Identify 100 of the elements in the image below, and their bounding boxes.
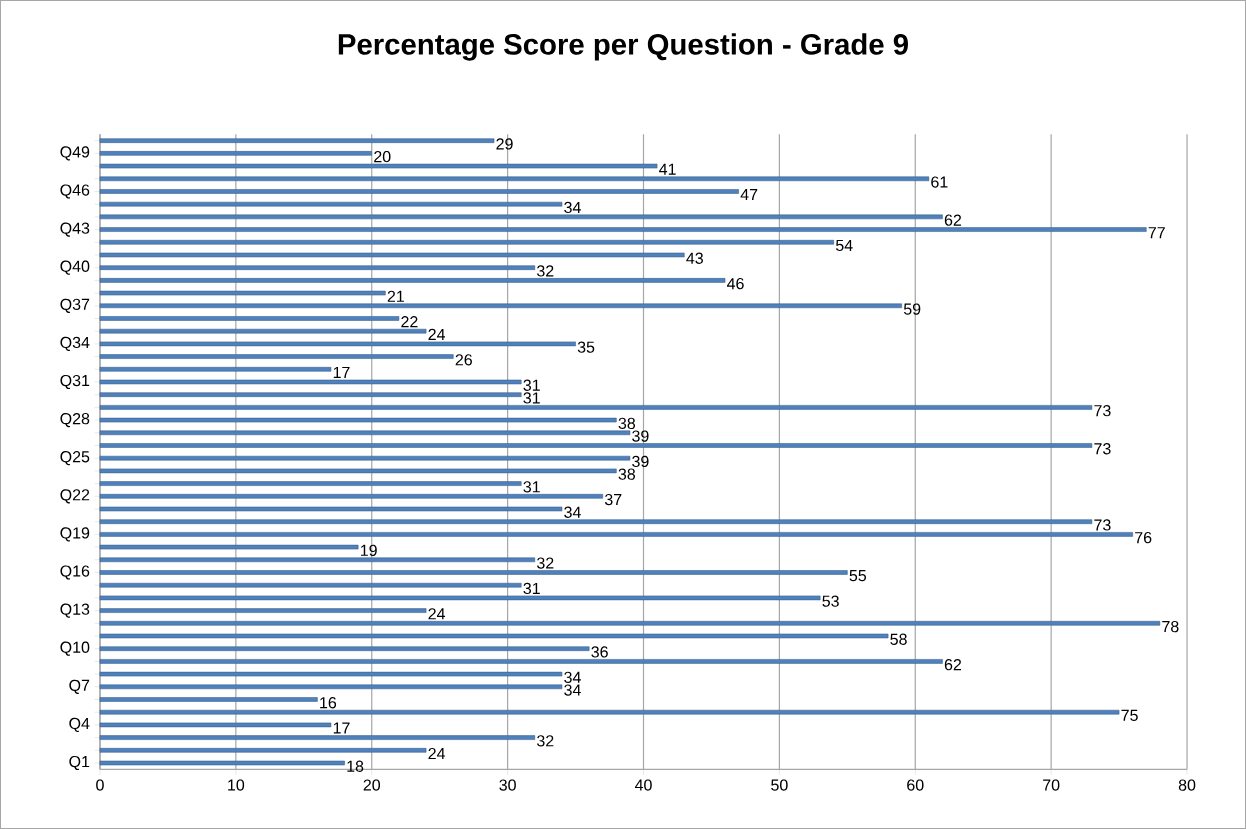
y-tick-label: Q16 <box>60 565 90 580</box>
bar <box>99 557 536 563</box>
data-label: 75 <box>1121 709 1138 721</box>
data-label: 39 <box>632 430 649 442</box>
data-label: 73 <box>1094 405 1111 417</box>
data-label: 37 <box>604 493 622 506</box>
data-label: 34 <box>564 684 581 696</box>
bar <box>99 722 332 728</box>
bar <box>99 201 563 207</box>
data-label: 31 <box>523 582 540 595</box>
bar <box>99 341 576 347</box>
data-label: 58 <box>890 633 907 645</box>
y-tick-label: Q40 <box>60 260 90 275</box>
bar <box>99 240 835 245</box>
x-tick-label: 70 <box>1043 779 1060 791</box>
bar <box>99 252 685 258</box>
data-label: 32 <box>537 265 554 277</box>
data-label: 39 <box>632 455 649 468</box>
y-tick-label: Q25 <box>60 451 90 466</box>
y-tick-label: Q34 <box>60 336 90 351</box>
bar <box>99 227 1147 232</box>
bar <box>99 646 590 651</box>
data-label: 53 <box>822 595 839 607</box>
bar <box>99 278 726 283</box>
bar <box>99 697 318 702</box>
data-label: 31 <box>523 481 540 493</box>
bar <box>99 659 943 664</box>
bar <box>99 671 563 677</box>
data-label: 16 <box>320 697 337 709</box>
data-label: 17 <box>333 722 350 734</box>
y-tick-label: Q31 <box>60 374 90 390</box>
bar <box>99 735 536 740</box>
bar <box>99 582 522 588</box>
bar <box>99 265 536 270</box>
data-label: 29 <box>496 138 513 150</box>
bar <box>99 570 848 575</box>
y-tick-label: Q46 <box>60 184 90 199</box>
data-label: 78 <box>1162 620 1179 633</box>
bar <box>99 405 1093 410</box>
data-label: 32 <box>537 557 554 569</box>
bar <box>99 367 332 372</box>
x-tick-label: 50 <box>771 779 788 791</box>
data-label: 18 <box>347 760 364 772</box>
y-tick-label: Q13 <box>60 603 90 618</box>
data-label: 76 <box>1135 532 1152 544</box>
x-tick-label: 30 <box>499 779 516 791</box>
data-label: 43 <box>686 252 703 264</box>
data-label: 54 <box>835 239 853 252</box>
bar <box>99 760 345 766</box>
bar <box>99 608 427 613</box>
y-tick-label: Q28 <box>60 413 90 428</box>
x-tick-label: 40 <box>634 779 652 791</box>
data-label: 19 <box>360 544 377 557</box>
data-label: 73 <box>1094 519 1111 531</box>
chart-title: Percentage Score per Question - Grade 9 <box>338 33 908 61</box>
bar <box>99 595 821 601</box>
y-tick-label: Q7 <box>69 679 90 694</box>
bar <box>99 354 454 359</box>
data-label: 62 <box>944 659 962 671</box>
data-label: 38 <box>618 417 636 430</box>
data-label: 26 <box>455 354 472 366</box>
data-label: 62 <box>944 214 962 226</box>
bar <box>99 138 495 143</box>
data-label: 20 <box>374 150 391 163</box>
x-tick-label: 0 <box>96 779 104 791</box>
bar <box>99 621 1161 626</box>
y-tick-label: Q37 <box>60 298 90 313</box>
bar <box>99 748 427 753</box>
data-label: 34 <box>564 201 581 214</box>
data-label: 36 <box>591 646 608 658</box>
bar <box>99 176 930 182</box>
y-tick-label: Q10 <box>60 641 90 656</box>
data-label: 47 <box>740 189 758 201</box>
data-label: 22 <box>401 316 418 328</box>
bar <box>99 455 631 461</box>
y-tick-label: Q1 <box>69 755 90 771</box>
data-label: 34 <box>564 671 581 684</box>
data-label: 59 <box>903 303 921 315</box>
x-tick-label: 20 <box>363 779 381 791</box>
bar <box>99 506 563 512</box>
data-label: 41 <box>659 163 676 175</box>
data-label: 55 <box>849 570 867 582</box>
bar <box>99 328 427 334</box>
data-label: 24 <box>428 608 446 620</box>
bar <box>99 214 943 220</box>
y-tick-label: Q19 <box>60 527 90 542</box>
bar <box>99 151 373 156</box>
data-label: 35 <box>577 341 595 353</box>
data-label: 34 <box>564 506 581 518</box>
bar <box>99 316 400 321</box>
bar <box>99 468 617 474</box>
data-label: 24 <box>428 328 446 340</box>
y-tick-label: Q22 <box>60 489 90 504</box>
data-label: 46 <box>727 278 744 290</box>
bar <box>99 290 386 296</box>
y-tick-label: Q4 <box>69 717 90 733</box>
bar <box>99 417 617 423</box>
x-tick-label: 60 <box>907 779 924 791</box>
bar <box>99 481 522 486</box>
bar <box>99 494 604 499</box>
